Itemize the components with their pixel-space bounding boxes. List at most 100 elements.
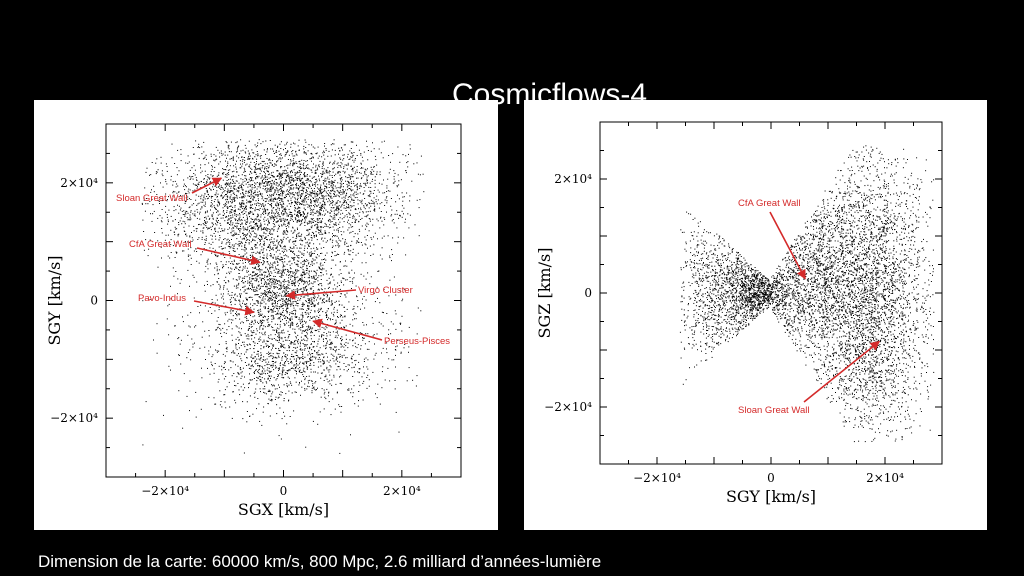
galaxy-point <box>317 351 319 353</box>
galaxy-point <box>197 186 198 188</box>
galaxy-point <box>267 258 268 260</box>
galaxy-point <box>283 411 284 413</box>
galaxy-point <box>366 176 368 178</box>
galaxy-point <box>208 353 210 355</box>
galaxy-point <box>259 240 261 242</box>
galaxy-point <box>209 373 211 375</box>
galaxy-point <box>241 248 243 250</box>
galaxy-point <box>242 149 244 151</box>
galaxy-point <box>326 252 328 254</box>
galaxy-point <box>249 180 251 182</box>
galaxy-point <box>230 271 232 273</box>
galaxy-point <box>311 276 313 278</box>
galaxy-point <box>239 368 241 370</box>
galaxy-point <box>264 209 266 211</box>
galaxy-point <box>190 177 192 179</box>
galaxy-point <box>389 255 391 257</box>
galaxy-point <box>268 181 270 183</box>
galaxy-point <box>271 206 273 208</box>
galaxy-point <box>303 363 305 365</box>
galaxy-point <box>307 385 309 387</box>
galaxy-point <box>202 230 204 232</box>
galaxy-point <box>271 385 273 387</box>
galaxy-point <box>285 361 286 362</box>
galaxy-point <box>288 186 290 188</box>
galaxy-point <box>289 319 291 321</box>
galaxy-point <box>339 356 340 358</box>
galaxy-point <box>348 187 350 189</box>
galaxy-point <box>309 328 310 330</box>
galaxy-point <box>276 357 278 359</box>
galaxy-point <box>326 378 328 380</box>
galaxy-point <box>338 366 340 368</box>
galaxy-point <box>192 178 194 180</box>
galaxy-point <box>337 366 339 368</box>
galaxy-point <box>333 207 335 209</box>
galaxy-point <box>386 196 388 198</box>
galaxy-point <box>233 259 235 261</box>
galaxy-point <box>331 216 333 218</box>
galaxy-point <box>315 356 317 358</box>
galaxy-point <box>247 306 249 308</box>
galaxy-point <box>205 211 206 213</box>
galaxy-point <box>278 375 279 377</box>
galaxy-point <box>343 284 345 286</box>
galaxy-point <box>225 243 227 245</box>
galaxy-point <box>241 222 243 224</box>
galaxy-point <box>258 288 260 290</box>
galaxy-point <box>286 322 288 324</box>
galaxy-point <box>305 286 306 288</box>
galaxy-point <box>329 282 331 284</box>
galaxy-point <box>313 232 315 234</box>
galaxy-point <box>297 199 298 201</box>
galaxy-point <box>198 143 200 145</box>
galaxy-point <box>334 191 336 193</box>
galaxy-point <box>318 213 320 215</box>
galaxy-point <box>352 214 354 216</box>
galaxy-point <box>325 270 327 272</box>
galaxy-point <box>301 371 303 373</box>
galaxy-point <box>255 236 257 238</box>
galaxy-point <box>188 218 190 220</box>
galaxy-point <box>223 332 225 334</box>
galaxy-point <box>226 242 228 244</box>
galaxy-point <box>201 236 203 238</box>
galaxy-point <box>391 260 392 262</box>
galaxy-point <box>212 184 214 186</box>
galaxy-point <box>297 188 299 189</box>
galaxy-point <box>306 197 308 198</box>
galaxy-point <box>204 239 206 241</box>
galaxy-point <box>303 160 305 161</box>
galaxy-point <box>239 294 241 296</box>
galaxy-point <box>265 282 267 284</box>
galaxy-point <box>167 221 169 223</box>
galaxy-point <box>190 218 192 220</box>
galaxy-point <box>193 153 195 155</box>
galaxy-point <box>239 301 241 303</box>
galaxy-point <box>275 178 277 180</box>
galaxy-point <box>407 213 409 215</box>
galaxy-point <box>277 303 278 305</box>
galaxy-point <box>251 285 253 287</box>
galaxy-point <box>184 185 186 187</box>
galaxy-point <box>229 212 231 214</box>
chart-panel-sgx-sgy: −2×10⁴ 0 2×10⁴ −2×10⁴ 0 2×10⁴ SGX [km/s] SGY [k… <box>34 100 498 530</box>
galaxy-point <box>312 210 314 212</box>
galaxy-point <box>350 141 352 143</box>
galaxy-point <box>282 217 284 219</box>
galaxy-point <box>326 186 328 188</box>
galaxy-point <box>187 334 189 336</box>
galaxy-point <box>280 272 282 274</box>
galaxy-point <box>343 183 344 184</box>
galaxy-point <box>214 249 216 251</box>
galaxy-point <box>245 292 247 294</box>
galaxy-point <box>212 166 213 168</box>
galaxy-point <box>250 257 251 259</box>
galaxy-point <box>220 224 222 226</box>
galaxy-point <box>259 325 261 327</box>
galaxy-point <box>256 168 258 170</box>
galaxy-point <box>318 349 320 351</box>
galaxy-point <box>350 205 352 206</box>
galaxy-point <box>210 174 212 176</box>
galaxy-point <box>363 380 365 382</box>
